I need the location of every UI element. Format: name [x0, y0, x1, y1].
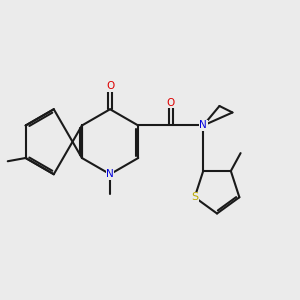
Text: N: N	[106, 169, 114, 179]
Text: O: O	[106, 82, 114, 92]
Text: N: N	[199, 121, 207, 130]
Text: S: S	[191, 192, 198, 202]
Text: O: O	[167, 98, 175, 108]
